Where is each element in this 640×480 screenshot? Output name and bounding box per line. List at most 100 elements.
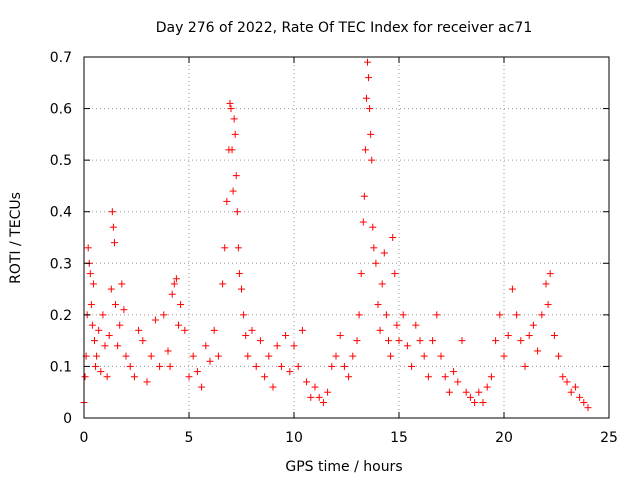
- data-point: [235, 270, 243, 278]
- data-point: [135, 326, 143, 334]
- data-point: [576, 393, 584, 401]
- data-point: [240, 311, 248, 319]
- data-point: [202, 342, 210, 350]
- data-point: [374, 301, 382, 309]
- data-point: [261, 373, 269, 381]
- data-point: [403, 342, 411, 350]
- data-point: [311, 383, 319, 391]
- data-point: [395, 337, 403, 345]
- data-point: [101, 342, 109, 350]
- data-point: [238, 285, 245, 293]
- data-point: [172, 275, 180, 283]
- data-point: [181, 326, 189, 334]
- data-point: [290, 342, 298, 350]
- data-point: [130, 373, 138, 381]
- data-point: [156, 362, 164, 370]
- data-point: [223, 197, 231, 205]
- data-point: [357, 270, 365, 278]
- data-point: [229, 187, 237, 195]
- x-axis-title: GPS time / hours: [285, 459, 402, 475]
- data-point: [429, 337, 437, 345]
- data-point: [324, 388, 332, 396]
- data-point: [364, 58, 371, 66]
- y-tick-label: 0.2: [50, 308, 72, 324]
- data-point: [95, 326, 103, 334]
- data-point: [492, 337, 500, 345]
- data-point: [219, 280, 227, 288]
- data-point: [277, 362, 285, 370]
- data-point: [214, 352, 222, 360]
- data-point: [340, 362, 348, 370]
- data-point: [232, 172, 240, 180]
- data-point: [193, 368, 201, 376]
- data-point: [441, 373, 449, 381]
- data-point: [228, 146, 236, 154]
- data-point: [177, 301, 185, 309]
- data-point: [166, 362, 174, 370]
- data-point: [538, 311, 546, 319]
- data-point: [366, 105, 374, 113]
- data-point: [230, 115, 238, 123]
- y-tick-label: 0.7: [50, 50, 72, 66]
- data-point: [99, 311, 107, 319]
- data-point: [122, 352, 130, 360]
- data-point: [420, 352, 428, 360]
- data-point: [286, 368, 294, 376]
- data-point: [521, 362, 529, 370]
- data-point: [164, 347, 172, 355]
- data-point: [109, 223, 117, 231]
- data-point: [391, 270, 399, 278]
- data-point: [244, 352, 252, 360]
- x-tick-label: 5: [185, 430, 194, 446]
- data-point: [298, 326, 306, 334]
- chart-title: Day 276 of 2022, Rate Of TEC Index for r…: [156, 20, 532, 36]
- data-point: [362, 94, 370, 102]
- data-point: [147, 352, 155, 360]
- data-point: [369, 223, 377, 231]
- data-point: [151, 316, 159, 324]
- plot-frame: [83, 56, 610, 419]
- data-point: [450, 368, 458, 376]
- data-point: [389, 234, 397, 241]
- data-point: [550, 331, 558, 339]
- data-point: [265, 352, 273, 360]
- data-point: [231, 130, 239, 138]
- data-point: [91, 337, 98, 345]
- data-point: [365, 74, 373, 82]
- data-point: [487, 373, 495, 381]
- data-point: [370, 244, 378, 252]
- data-point: [92, 362, 100, 370]
- data-point: [376, 326, 384, 334]
- x-tick-labels: 0 5 10 15 20 25: [80, 430, 618, 446]
- axis-ticks: [83, 56, 610, 419]
- data-point: [307, 393, 315, 401]
- data-point: [361, 146, 369, 154]
- x-tick-label: 15: [390, 430, 408, 446]
- data-point: [175, 321, 182, 329]
- data-point: [393, 321, 401, 329]
- data-point: [437, 352, 445, 360]
- data-point: [544, 301, 552, 309]
- x-tick-label: 0: [80, 430, 89, 446]
- data-point: [248, 326, 256, 334]
- data-point: [107, 285, 115, 293]
- data-point: [116, 321, 124, 329]
- data-point: [89, 280, 97, 288]
- data-point: [273, 342, 281, 350]
- y-tick-label: 0.5: [50, 153, 72, 169]
- data-point: [242, 331, 250, 339]
- data-point: [294, 362, 302, 370]
- data-point: [86, 270, 94, 278]
- data-point: [529, 321, 537, 329]
- data-point: [367, 130, 375, 138]
- data-point: [120, 306, 128, 314]
- data-point: [269, 383, 277, 391]
- data-point: [546, 270, 554, 278]
- data-point: [118, 280, 126, 288]
- data-point: [206, 357, 214, 365]
- data-point: [483, 383, 491, 391]
- data-point: [454, 378, 462, 386]
- data-point: [382, 311, 390, 319]
- data-point: [466, 393, 474, 401]
